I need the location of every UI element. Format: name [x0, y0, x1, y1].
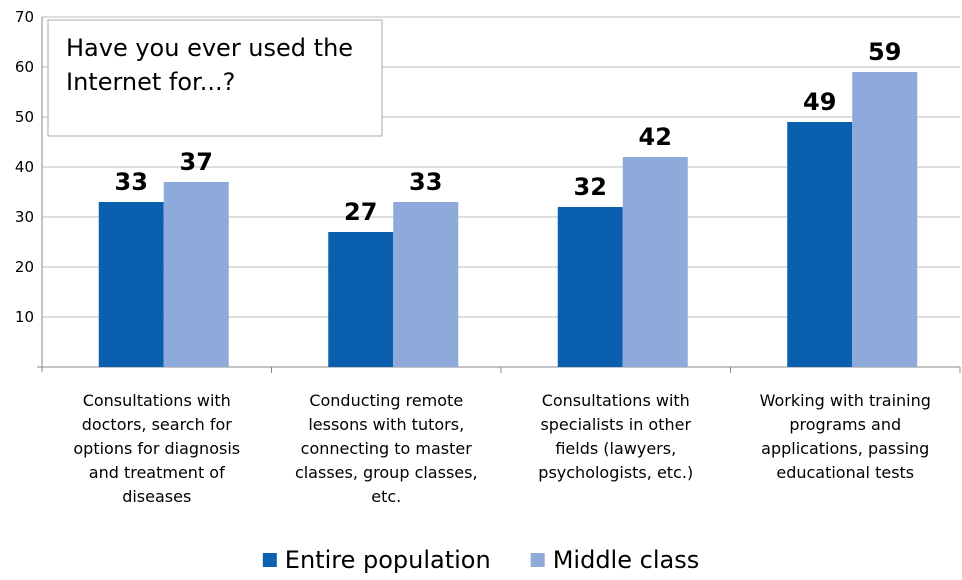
- x-tick-label: Working with training programs and applica…: [760, 391, 931, 482]
- bar: [163, 182, 229, 367]
- bar: [98, 202, 164, 367]
- y-tick-label: 60: [15, 58, 34, 76]
- title-box: [47, 19, 383, 137]
- bar: [328, 232, 394, 367]
- bar: [787, 122, 853, 367]
- value-label: 42: [639, 123, 672, 151]
- value-label: 32: [574, 173, 607, 201]
- x-tick-label: Conducting remote lessons with tutors, con…: [295, 391, 478, 506]
- y-tick-label: 30: [15, 208, 34, 226]
- bar: [557, 207, 623, 367]
- value-label: 33: [409, 168, 442, 196]
- bar: [393, 202, 459, 367]
- y-tick-label: 20: [15, 258, 34, 276]
- legend-swatch: [530, 553, 545, 567]
- legend-swatch: [262, 553, 277, 567]
- y-tick-label: 50: [15, 108, 34, 126]
- bar: [852, 72, 918, 367]
- bar: [622, 157, 688, 367]
- y-tick-label: 10: [15, 308, 34, 326]
- y-tick-label: 40: [15, 158, 34, 176]
- value-label: 59: [868, 38, 901, 66]
- legend: Entire population Middle class: [262, 546, 699, 574]
- chart-title: Have you ever used the Internet for...?: [66, 34, 353, 96]
- x-tick-label: Consultations with specialists in other fi…: [538, 391, 693, 482]
- value-label: 49: [803, 88, 836, 116]
- value-label: 27: [344, 198, 377, 226]
- legend-label: Entire population: [285, 546, 491, 574]
- x-tick-label: Consultations with doctors, search for opt…: [73, 391, 240, 506]
- legend-label: Middle class: [553, 546, 699, 574]
- y-tick-label: 70: [15, 8, 34, 26]
- value-label: 37: [180, 148, 213, 176]
- value-label: 33: [115, 168, 148, 196]
